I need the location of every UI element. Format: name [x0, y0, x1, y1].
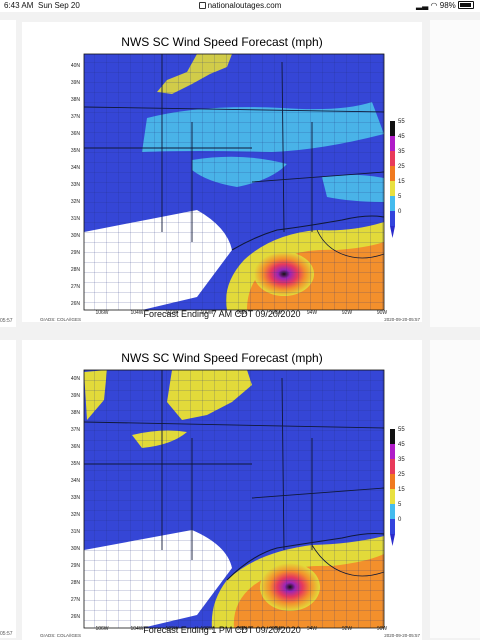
lon-label: 104W	[130, 626, 143, 632]
lat-label: 26N	[71, 301, 81, 307]
lon-label: 98W	[237, 626, 248, 632]
lat-label: 33N	[71, 495, 81, 501]
status-bar: 6:43 AM Sun Sep 20 nationaloutages.com ▂…	[0, 0, 480, 12]
lon-label: 100W	[200, 626, 213, 632]
lat-label: 38N	[71, 410, 81, 416]
left-edge-stamp-bottom: 05:57	[0, 631, 13, 637]
lon-label: 94W	[307, 626, 318, 632]
lon-label: 96W	[272, 310, 283, 316]
lon-label: 98W	[237, 310, 248, 316]
lon-label: 104W	[130, 310, 143, 316]
wifi-icon: ◠	[430, 1, 438, 10]
signal-icon: ▂▃	[415, 1, 429, 10]
right-edge-strip-bottom	[430, 340, 480, 638]
legend-label: 25	[398, 164, 405, 170]
lat-label: 29N	[71, 250, 81, 256]
legend-label: 5	[398, 502, 402, 508]
lat-label: 37N	[71, 427, 81, 433]
lat-label: 37N	[71, 114, 81, 120]
status-right: ▂▃ ◠ 98%	[416, 1, 474, 10]
legend-label: 45	[398, 442, 405, 448]
lon-label: 92W	[342, 310, 353, 316]
lat-label: 36N	[71, 444, 81, 450]
lat-label: 34N	[71, 478, 81, 484]
lat-label: 28N	[71, 580, 81, 586]
address-bar[interactable]: nationaloutages.com	[0, 1, 480, 10]
lon-label: 94W	[307, 310, 318, 316]
lat-label: 38N	[71, 97, 81, 103]
legend-label: 55	[398, 119, 405, 125]
lat-label: 31N	[71, 216, 81, 222]
lon-label: 92W	[342, 626, 353, 632]
legend-label: 15	[398, 487, 405, 493]
legend-label: 0	[398, 517, 402, 523]
lat-label: 30N	[71, 546, 81, 552]
lon-label: 90W	[377, 310, 388, 316]
lat-label: 39N	[71, 80, 81, 86]
map-title: NWS SC Wind Speed Forecast (mph)	[121, 351, 322, 365]
timestamp-text: 2020-09-20-05:57	[384, 317, 420, 322]
left-edge-stamp-top: 05:57	[0, 318, 13, 324]
forecast-caption: Forecast Ending 1 PM CDT 09/20/2020	[143, 625, 300, 635]
lat-label: 40N	[71, 63, 81, 69]
right-edge-strip-top	[430, 20, 480, 327]
legend-label: 5	[398, 194, 402, 200]
wind-field	[84, 370, 384, 628]
lat-label: 29N	[71, 563, 81, 569]
left-edge-strip-bottom	[0, 340, 16, 638]
credit-text: GrADS: COLA/IGES	[40, 317, 81, 322]
battery-icon	[458, 1, 474, 9]
color-legend: 55 45 35 25 15 5 0	[390, 119, 405, 238]
lat-label: 26N	[71, 614, 81, 620]
lat-label: 30N	[71, 233, 81, 239]
left-edge-strip-top	[0, 20, 16, 327]
lat-label: 28N	[71, 267, 81, 273]
lat-label: 35N	[71, 148, 81, 154]
credit-text: GrADS: COLA/IGES	[40, 633, 81, 638]
lon-label: 100W	[200, 310, 213, 316]
wind-field	[84, 54, 384, 310]
lon-label: 102W	[165, 310, 178, 316]
lon-label: 106W	[95, 310, 108, 316]
status-date: Sun Sep 20	[38, 1, 80, 10]
lon-label: 96W	[272, 626, 283, 632]
lat-label: 35N	[71, 461, 81, 467]
lock-icon	[198, 2, 206, 9]
legend-label: 45	[398, 134, 405, 140]
lon-label: 90W	[377, 626, 388, 632]
lon-label: 106W	[95, 626, 108, 632]
legend-label: 15	[398, 179, 405, 185]
lat-label: 32N	[71, 199, 81, 205]
url-text: nationaloutages.com	[207, 1, 282, 10]
lat-label: 27N	[71, 597, 81, 603]
lon-label: 102W	[165, 626, 178, 632]
timestamp-text: 2020-09-20-05:57	[384, 633, 420, 638]
lat-label: 31N	[71, 529, 81, 535]
map-title: NWS SC Wind Speed Forecast (mph)	[121, 35, 322, 49]
lat-label: 39N	[71, 393, 81, 399]
lat-label: 40N	[71, 376, 81, 382]
lat-label: 27N	[71, 284, 81, 290]
forecast-caption: Forecast Ending 7 AM CDT 09/20/2020	[144, 309, 301, 319]
legend-label: 55	[398, 427, 405, 433]
legend-label: 0	[398, 209, 402, 215]
lat-label: 34N	[71, 165, 81, 171]
wind-forecast-map-1: NWS SC Wind Speed Forecast (mph) 40N 39N…	[22, 22, 422, 322]
battery-percent: 98%	[439, 1, 456, 10]
legend-label: 25	[398, 472, 405, 478]
lat-label: 33N	[71, 182, 81, 188]
lat-label: 36N	[71, 131, 81, 137]
status-time: 6:43 AM	[4, 1, 34, 10]
lat-label: 32N	[71, 512, 81, 518]
legend-label: 35	[398, 457, 405, 463]
color-legend: 55 45 35 25 15 5 0	[390, 427, 405, 546]
wind-forecast-map-2: NWS SC Wind Speed Forecast (mph) 40N 39N…	[22, 340, 422, 640]
legend-label: 35	[398, 149, 405, 155]
